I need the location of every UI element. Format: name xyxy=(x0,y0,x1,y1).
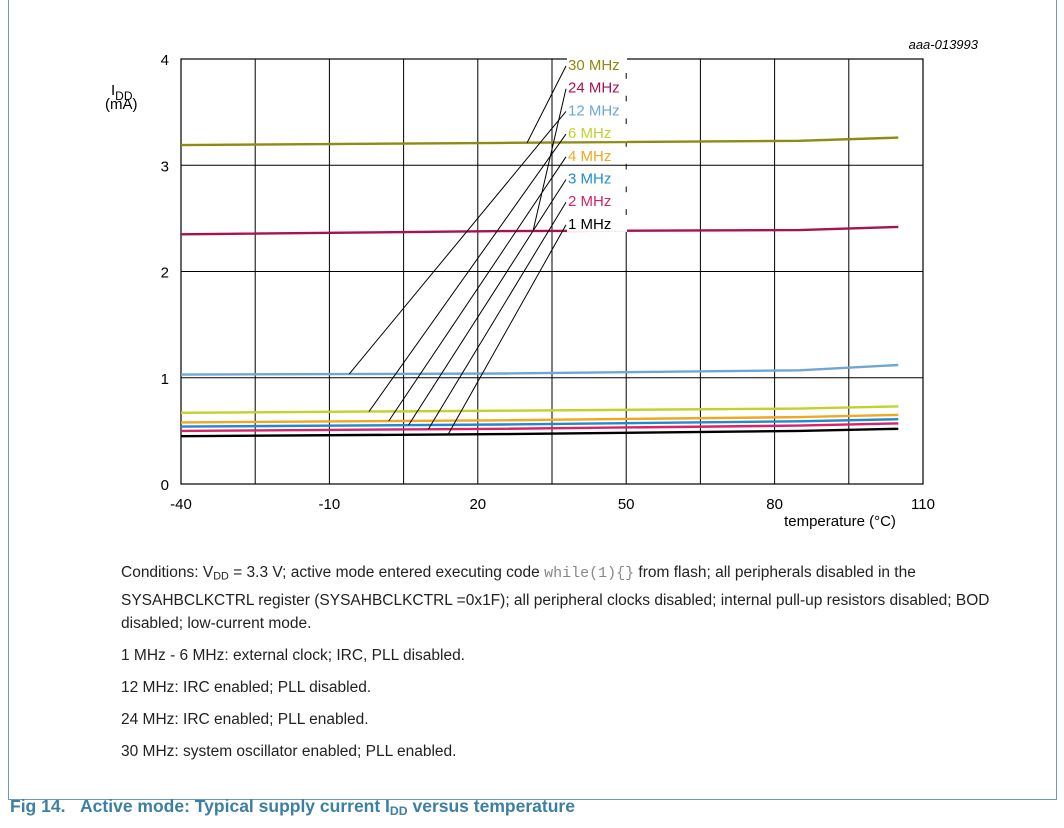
code-snippet: while(1){} xyxy=(544,565,635,582)
label-background xyxy=(567,192,627,210)
x-tick-label: 80 xyxy=(766,496,783,513)
leader-line xyxy=(348,111,567,375)
note-4: 30 MHz: system oscillator enabled; PLL e… xyxy=(121,742,457,760)
series-line-30-mhz xyxy=(180,136,899,147)
x-tick-label: 20 xyxy=(469,496,486,513)
y-tick-label: 0 xyxy=(161,477,169,494)
series-label-2-mhz: 2 MHz xyxy=(568,193,611,210)
series-layer xyxy=(180,136,899,438)
label-background xyxy=(567,101,627,119)
figure-number: Fig 14. xyxy=(10,796,66,816)
leader-line xyxy=(388,156,567,422)
y-axis-unit: (mA) xyxy=(105,96,138,113)
axis-layer: aaa-013993 0 1 2 3 4 -40 -10 20 50 80 110 temperatur… xyxy=(105,37,979,530)
label-background xyxy=(567,146,627,164)
leader-line xyxy=(368,133,567,412)
series-label-30-mhz: 30 MHz xyxy=(568,57,620,74)
y-tick-label: 2 xyxy=(161,265,169,282)
series-label-24-mhz: 24 MHz xyxy=(568,80,620,97)
figure-caption: Fig 14. Active mode: Typical supply curr… xyxy=(10,796,575,819)
x-tick-label: 110 xyxy=(911,496,935,513)
y-tick-label: 4 xyxy=(161,52,169,69)
note-2: 12 MHz: IRC enabled; PLL disabled. xyxy=(121,678,372,696)
leader-line xyxy=(427,201,567,430)
plot-border xyxy=(180,58,924,485)
leader-line xyxy=(408,179,567,426)
leader-line xyxy=(447,224,567,435)
series-line-6-mhz xyxy=(180,405,899,414)
figure-frame xyxy=(8,0,1057,800)
note-1: 1 MHz - 6 MHz: external clock; IRC, PLL … xyxy=(121,646,465,664)
y-tick-label: 3 xyxy=(161,158,169,175)
leader-line xyxy=(532,88,567,232)
series-label-12-mhz: 12 MHz xyxy=(568,102,620,119)
x-tick-label: -40 xyxy=(170,496,192,513)
y-axis-label: IDD xyxy=(111,82,133,103)
series-label-6-mhz: 6 MHz xyxy=(568,125,611,142)
series-line-1-mhz xyxy=(180,427,899,438)
label-background xyxy=(567,169,627,187)
x-tick-label: -10 xyxy=(319,496,341,513)
note-3: 24 MHz: IRC enabled; PLL enabled. xyxy=(121,710,369,728)
conditions-text: Conditions: VDD = 3.3 V; active mode ent… xyxy=(121,561,1021,772)
label-background xyxy=(567,78,627,96)
x-axis-label: temperature (°C) xyxy=(784,513,896,530)
leader-line xyxy=(526,65,567,144)
y-tick-label: 1 xyxy=(161,371,169,388)
x-tick-label: 50 xyxy=(618,496,635,513)
series-line-3-mhz xyxy=(180,418,899,428)
label-background xyxy=(567,214,627,232)
chart-grid xyxy=(180,58,924,485)
label-layer: 30 MHz 24 MHz 12 MHz 6 MHz 4 MHz 3 MHz 2 MHz 1 … xyxy=(567,56,627,233)
conditions-paragraph: Conditions: VDD = 3.3 V; active mode ent… xyxy=(121,564,990,632)
series-line-12-mhz xyxy=(180,363,899,376)
series-line-24-mhz xyxy=(180,225,899,236)
series-line-4-mhz xyxy=(180,413,899,424)
label-background xyxy=(567,56,627,73)
series-label-3-mhz: 3 MHz xyxy=(568,171,611,188)
chart: 30 MHz 24 MHz 12 MHz 6 MHz 4 MHz 3 MHz 2 MHz 1 … xyxy=(105,37,979,530)
label-background xyxy=(567,124,627,142)
series-label-4-mhz: 4 MHz xyxy=(568,148,611,165)
leader-layer xyxy=(348,65,567,435)
series-label-1-mhz: 1 MHz xyxy=(568,216,611,233)
figure-id: aaa-013993 xyxy=(909,37,979,52)
series-line-2-mhz xyxy=(180,422,899,433)
